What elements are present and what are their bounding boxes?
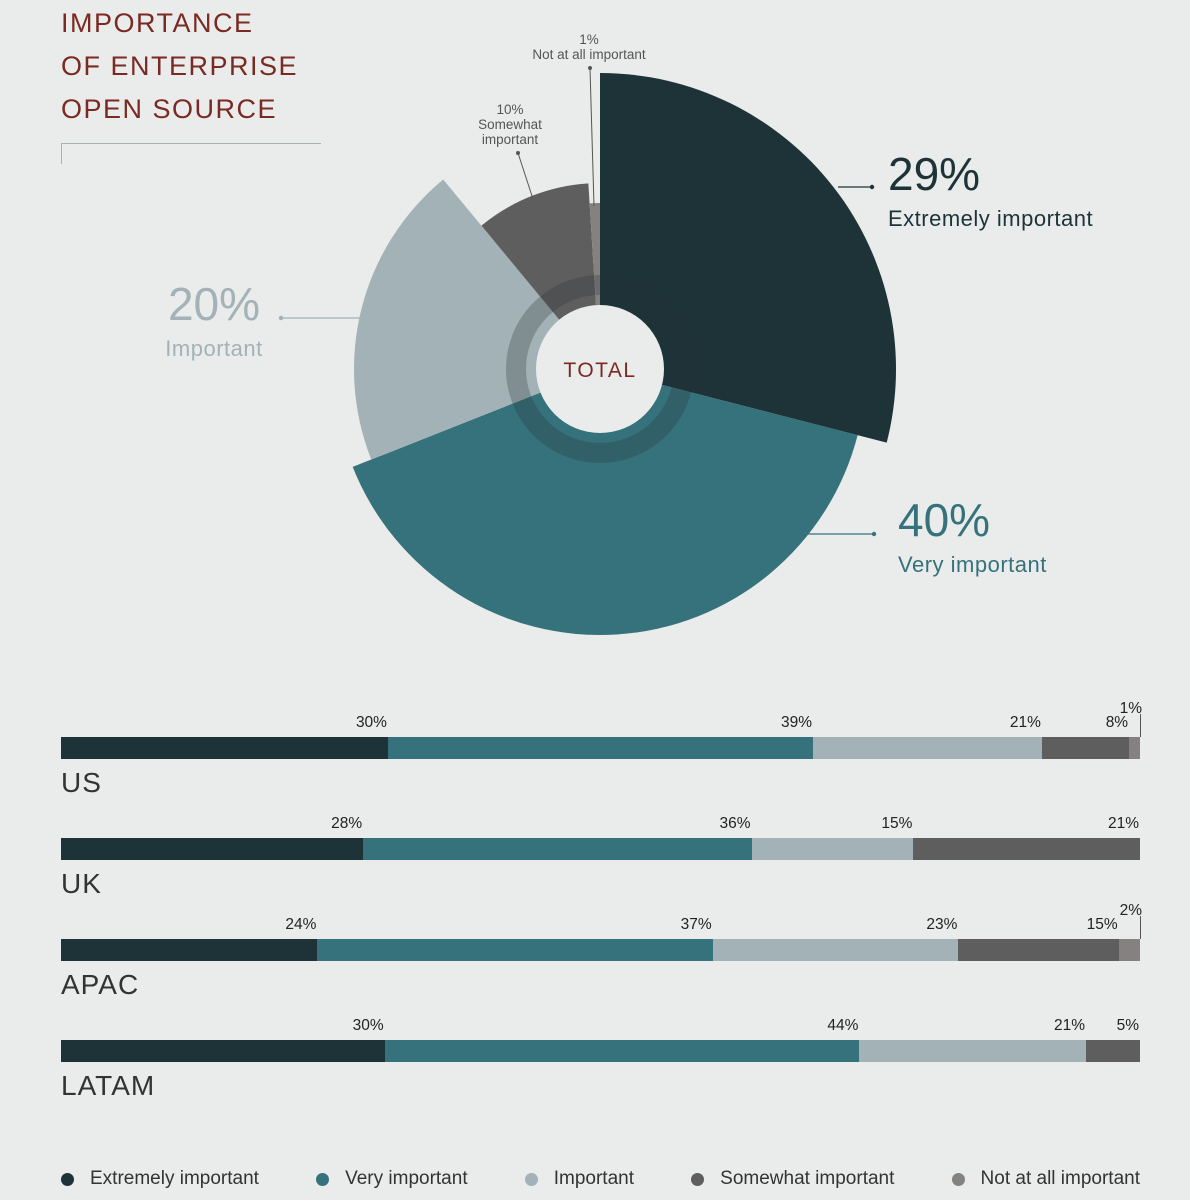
small-label-not-at-all-0: 1%: [579, 32, 599, 47]
bar-label-apac-not-at-all: 2%: [1119, 902, 1142, 919]
bar-label-apac-important: 23%: [926, 916, 958, 933]
bar-segment-apac-important: [712, 939, 959, 961]
bar-label-uk-important: 15%: [881, 815, 913, 832]
region-us: 30% 39% 21% 8% 1% US: [61, 700, 1142, 810]
bar-label-us-important: 21%: [1009, 714, 1041, 731]
legend-label-somewhat: Somewhat important: [720, 1168, 895, 1189]
region-uk: 28% 36% 15% 21% UK: [61, 815, 1140, 911]
title-line-2: OF ENTERPRISE: [61, 51, 299, 81]
bar-uk: [61, 838, 1140, 860]
chart-title: IMPORTANCE OF ENTERPRISE OPEN SOURCE: [61, 2, 298, 131]
bar-segment-us-not-at-all: [1129, 737, 1140, 759]
bar-label-us-not-at-all: 1%: [1119, 700, 1142, 717]
slice-important: [353, 179, 600, 460]
inner-ring: [506, 275, 694, 463]
bar-tick-us: [1140, 714, 1141, 737]
region-latam: 30% 44% 21% 5% LATAM: [61, 1017, 1140, 1113]
bar-segment-uk-extremely: [61, 838, 364, 860]
bar-segment-us-somewhat: [1041, 737, 1130, 759]
bar-label-latam-somewhat: 5%: [1116, 1017, 1139, 1034]
bar-segment-us-extremely: [61, 737, 388, 759]
region-name-uk: UK: [61, 868, 102, 899]
bar-segment-uk-important: [751, 838, 914, 860]
bar-segment-latam-extremely: [61, 1040, 385, 1062]
bar-segment-uk-somewhat: [913, 838, 1140, 860]
bar-label-apac-very: 37%: [680, 916, 712, 933]
bar-segment-apac-extremely: [61, 939, 318, 961]
bar-segment-us-very: [387, 737, 814, 759]
bar-segment-latam-somewhat: [1086, 1040, 1140, 1062]
pct-important: 20%: [168, 278, 260, 330]
leader-dot-somewhat: [516, 151, 520, 155]
title-line-3: OPEN SOURCE: [61, 94, 278, 124]
small-label-somewhat-2: important: [482, 132, 539, 147]
legend-item-somewhat: Somewhat important: [691, 1168, 894, 1190]
legend-label-extremely: Extremely important: [90, 1168, 259, 1189]
leader-not-at-all: [589, 67, 595, 207]
legend: Extremely important Very important Importa…: [61, 1164, 1140, 1194]
bar-segment-us-important: [813, 737, 1042, 759]
region-name-apac: APAC: [61, 969, 140, 1000]
leader-dot-extremely: [869, 184, 875, 190]
bar-us: [61, 737, 1140, 759]
pct-very: 40%: [898, 494, 990, 546]
bar-label-us-somewhat: 8%: [1105, 714, 1129, 731]
bar-apac: [61, 939, 1140, 961]
bar-label-latam-extremely: 30%: [352, 1017, 384, 1034]
bar-label-latam-important: 21%: [1054, 1017, 1086, 1034]
bar-segment-apac-not-at-all: [1118, 939, 1140, 961]
legend-label-not-at-all: Not at all important: [980, 1168, 1140, 1189]
legend-item-not-at-all: Not at all important: [951, 1168, 1140, 1190]
small-label-somewhat-0: 10%: [496, 102, 523, 117]
center-label: TOTAL: [563, 359, 636, 382]
bar-label-apac-somewhat: 15%: [1086, 916, 1118, 933]
bar-segment-apac-very: [317, 939, 713, 961]
bar-label-latam-very: 44%: [827, 1017, 859, 1034]
legend-swatch-very: [316, 1172, 330, 1186]
bar-latam: [61, 1040, 1140, 1062]
pct-extremely: 29%: [888, 148, 980, 200]
bar-label-uk-very: 36%: [719, 815, 751, 832]
legend-swatch-not-at-all: [951, 1172, 965, 1186]
label-important: Important: [165, 336, 262, 361]
legend-swatch-somewhat: [691, 1172, 705, 1186]
bar-segment-latam-very: [384, 1040, 860, 1062]
region-name-us: US: [61, 767, 102, 798]
legend-item-very: Very important: [316, 1168, 468, 1190]
legend-swatch-extremely: [61, 1172, 74, 1186]
bar-label-uk-extremely: 28%: [331, 815, 363, 832]
region-name-latam: LATAM: [61, 1070, 156, 1101]
bar-label-apac-extremely: 24%: [285, 916, 317, 933]
slice-very: [352, 369, 858, 635]
region-apac: 24% 37% 23% 15% 2% APAC: [61, 902, 1142, 1012]
leader-somewhat: [517, 152, 534, 200]
legend-swatch-important: [524, 1172, 538, 1186]
leader-dot-important: [278, 315, 284, 321]
bar-segment-latam-important: [859, 1040, 1087, 1062]
bar-label-uk-somewhat: 21%: [1107, 815, 1139, 832]
bar-segment-apac-somewhat: [958, 939, 1119, 961]
legend-label-important: Important: [553, 1168, 634, 1189]
bar-segment-uk-very: [363, 838, 752, 860]
label-very: Very important: [898, 552, 1047, 577]
small-label-not-at-all-1: Not at all important: [532, 47, 646, 62]
leader-dot-not-at-all: [588, 66, 592, 70]
title-rule: [61, 143, 321, 164]
bar-label-us-very: 39%: [780, 714, 813, 731]
legend-item-extremely: Extremely important: [61, 1168, 259, 1190]
label-extremely: Extremely important: [888, 206, 1093, 231]
legend-item-important: Important: [524, 1168, 634, 1190]
total-rose-chart: TOTAL 29% Extremely important 40% Very impor…: [165, 32, 1093, 635]
bar-tick-apac: [1140, 916, 1141, 939]
small-label-somewhat-1: Somewhat: [478, 117, 542, 132]
title-line-1: IMPORTANCE: [61, 8, 254, 38]
leader-dot-very: [871, 531, 877, 537]
legend-label-very: Very important: [345, 1168, 468, 1189]
bar-label-us-extremely: 30%: [355, 714, 387, 731]
center-hole: [536, 305, 664, 433]
slice-extremely: [600, 73, 897, 443]
